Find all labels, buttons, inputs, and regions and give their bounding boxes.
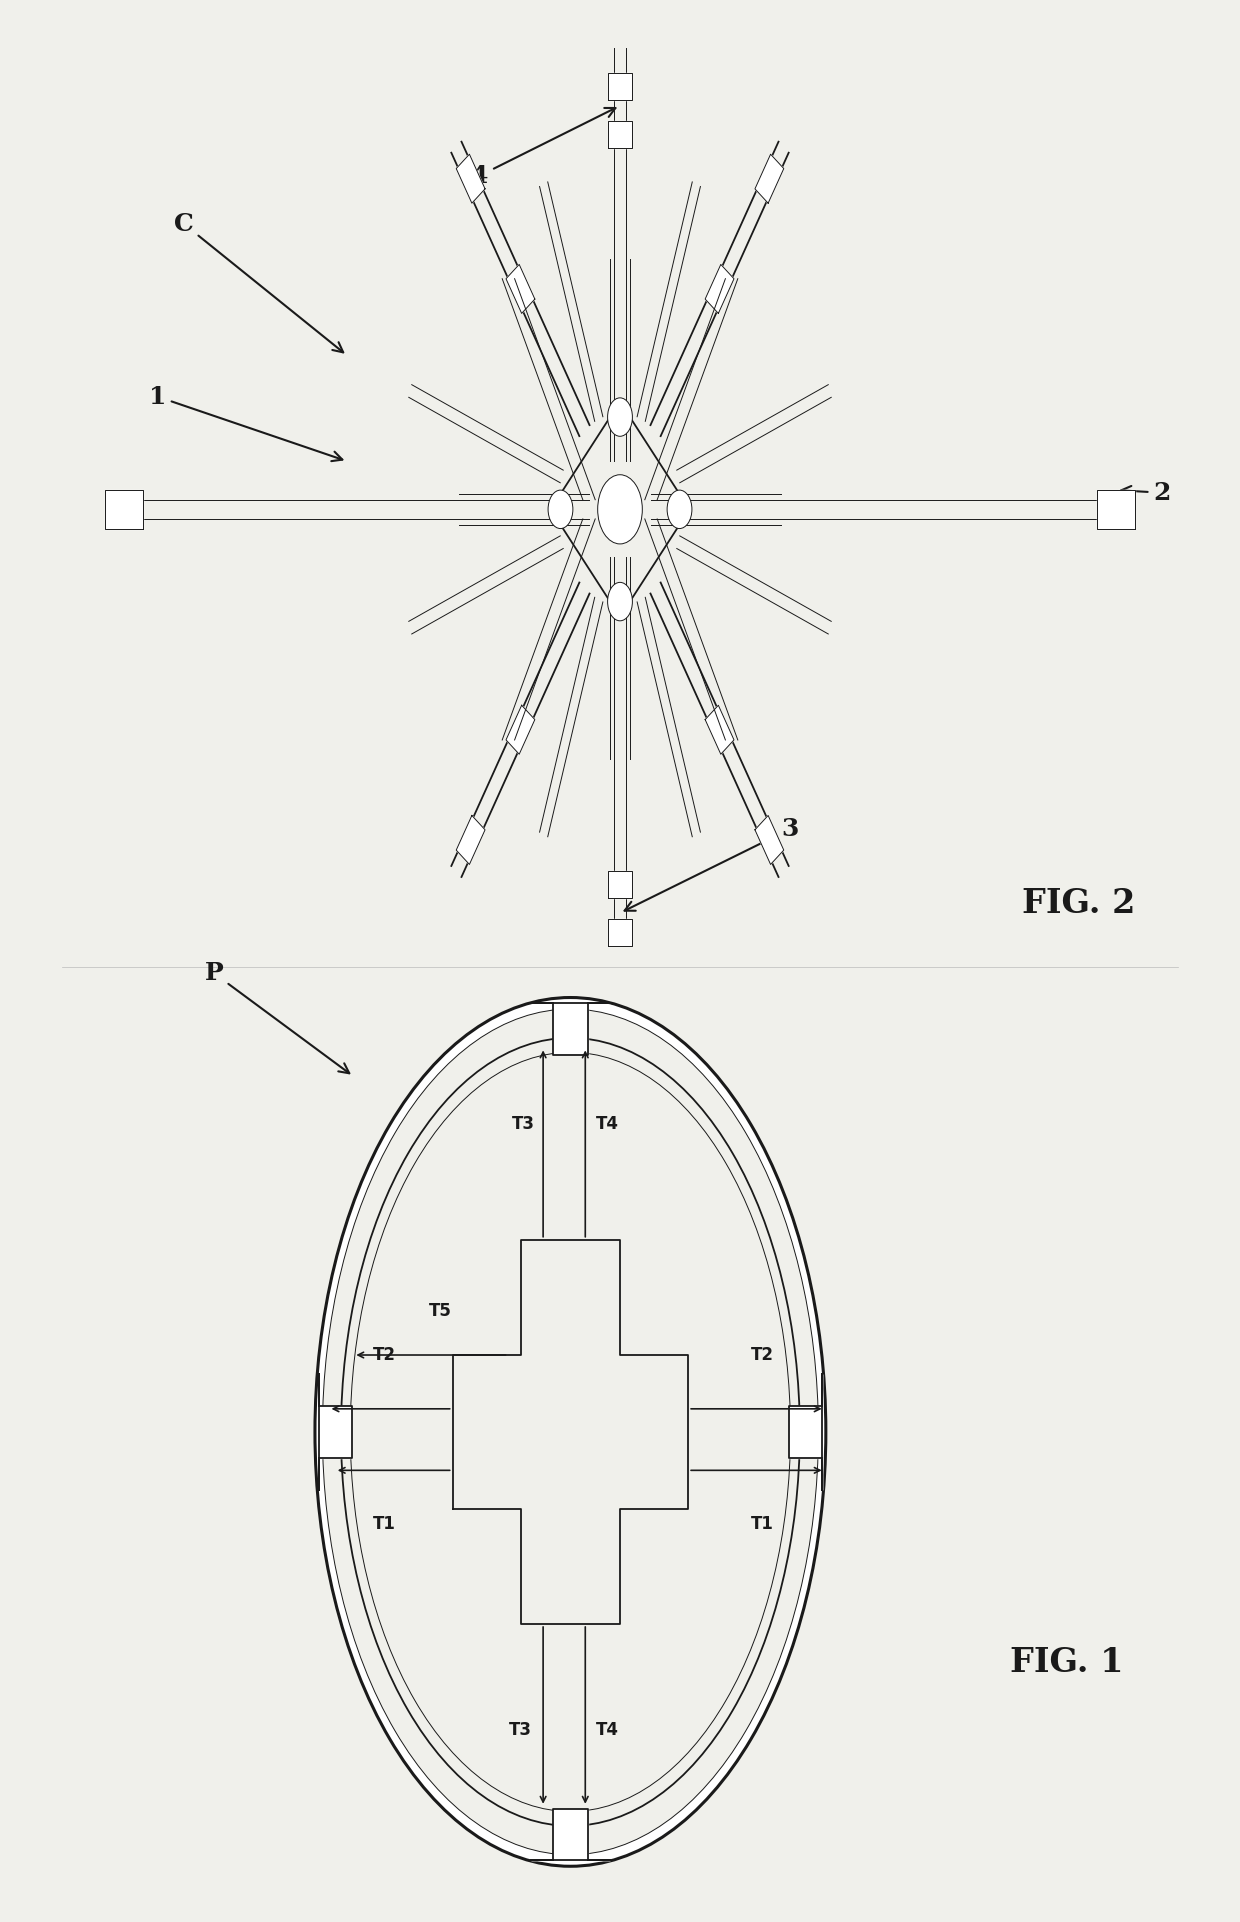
Polygon shape	[105, 490, 143, 529]
Text: T2: T2	[751, 1345, 774, 1365]
Polygon shape	[506, 705, 534, 753]
Text: C: C	[174, 211, 343, 352]
Circle shape	[598, 475, 642, 544]
Ellipse shape	[322, 1009, 818, 1855]
Circle shape	[548, 490, 573, 529]
Polygon shape	[608, 121, 632, 148]
Text: FIG. 1: FIG. 1	[1009, 1645, 1123, 1680]
Polygon shape	[755, 154, 784, 204]
Polygon shape	[456, 815, 485, 865]
Polygon shape	[506, 265, 534, 313]
Text: FIG. 2: FIG. 2	[1022, 886, 1136, 921]
Polygon shape	[319, 1374, 352, 1490]
Circle shape	[667, 490, 692, 529]
Circle shape	[608, 582, 632, 621]
Circle shape	[608, 398, 632, 436]
Polygon shape	[755, 815, 784, 865]
Polygon shape	[456, 154, 485, 204]
Polygon shape	[706, 705, 734, 753]
Polygon shape	[531, 1003, 610, 1055]
Ellipse shape	[315, 998, 826, 1866]
Text: T1: T1	[373, 1515, 396, 1534]
Text: T5: T5	[429, 1301, 451, 1320]
Polygon shape	[1097, 490, 1135, 529]
Polygon shape	[608, 919, 632, 946]
Polygon shape	[531, 1809, 610, 1860]
Polygon shape	[789, 1374, 822, 1490]
Text: T4: T4	[596, 1720, 619, 1739]
Text: T1: T1	[751, 1515, 774, 1534]
Text: P: P	[205, 961, 350, 1072]
Text: T2: T2	[373, 1345, 396, 1365]
Polygon shape	[608, 73, 632, 100]
Ellipse shape	[341, 1038, 800, 1826]
Text: T3: T3	[512, 1115, 534, 1134]
Text: 3: 3	[625, 817, 799, 911]
Text: 2: 2	[1121, 480, 1171, 505]
Text: T3: T3	[510, 1720, 532, 1739]
Text: 4: 4	[471, 108, 615, 188]
Polygon shape	[706, 265, 734, 313]
Text: T4: T4	[596, 1115, 619, 1134]
Polygon shape	[608, 871, 632, 898]
Ellipse shape	[350, 1051, 791, 1811]
Polygon shape	[453, 1240, 688, 1624]
Text: 1: 1	[149, 384, 342, 461]
